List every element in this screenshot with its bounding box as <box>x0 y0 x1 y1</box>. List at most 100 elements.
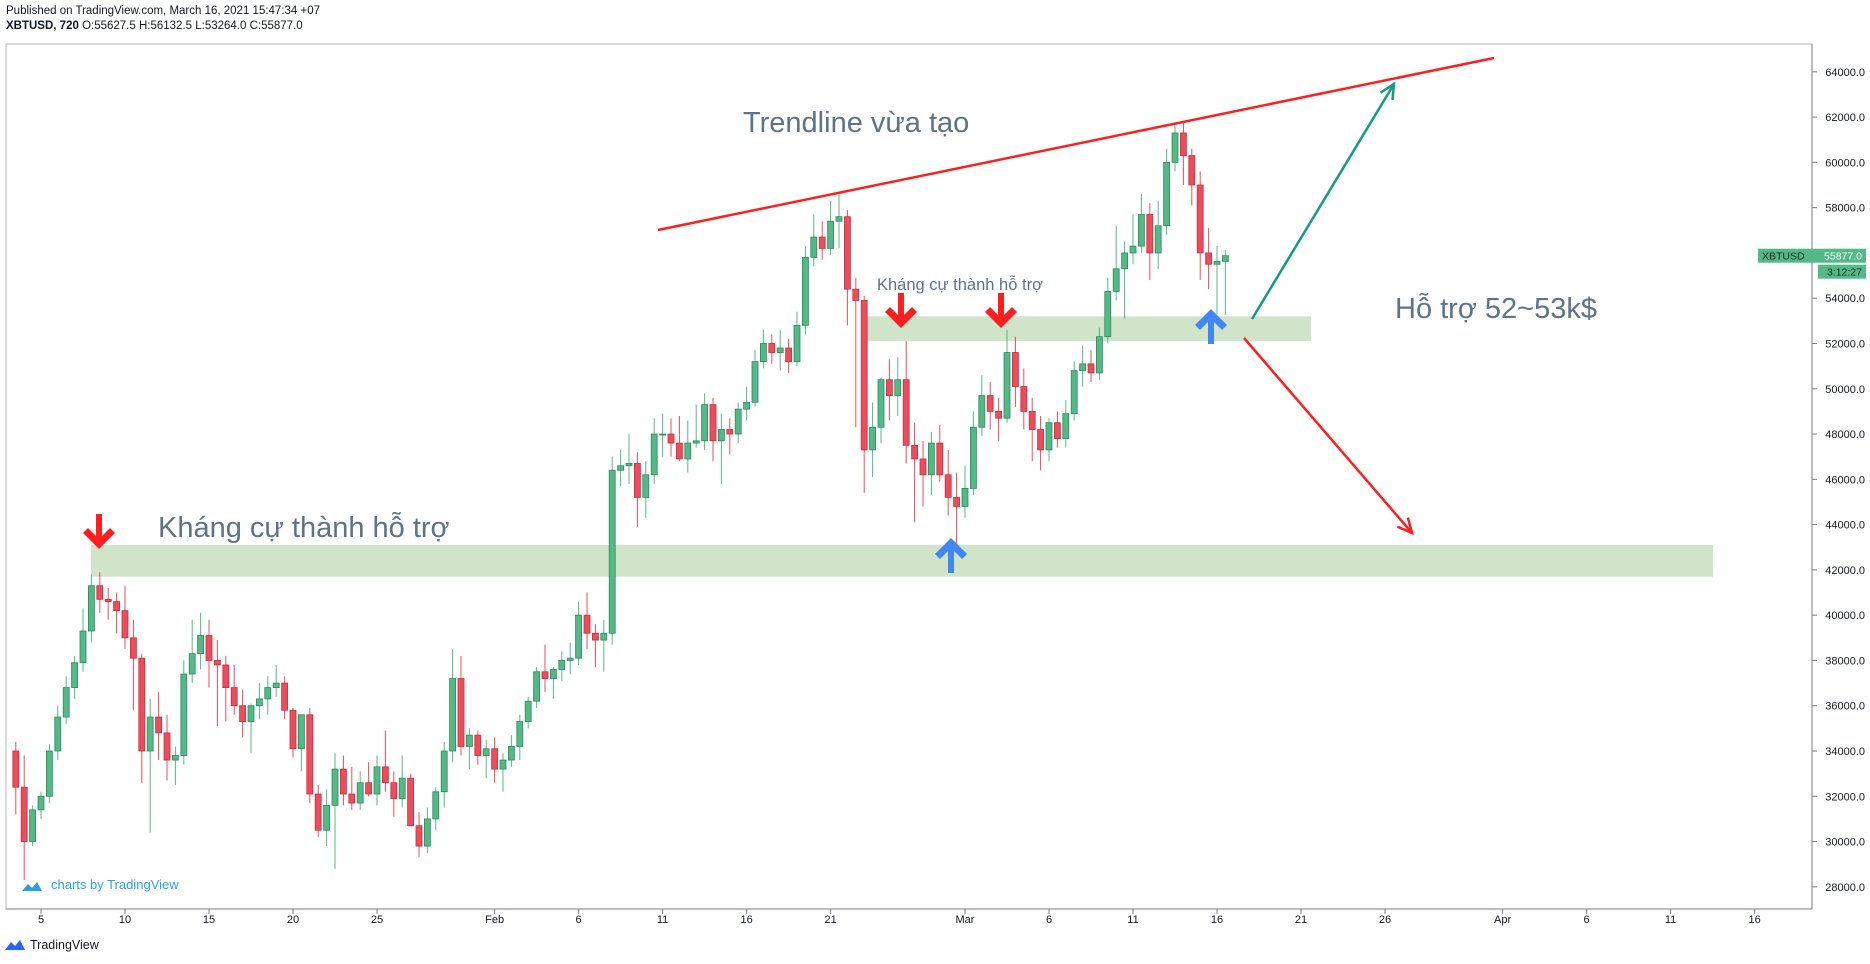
last-price-badge <box>1758 248 1866 263</box>
candle <box>255 683 263 720</box>
candle-body <box>29 809 37 842</box>
published-line: Published on TradingView.com, March 16, … <box>6 5 321 17</box>
resistance-down-arrow-icon[interactable] <box>83 514 115 549</box>
candle <box>339 755 347 806</box>
candle <box>818 221 826 260</box>
candle <box>356 771 364 810</box>
candle <box>113 592 120 634</box>
candle <box>373 755 381 806</box>
candle <box>743 386 750 421</box>
candle-body <box>902 379 910 446</box>
candle <box>54 705 62 761</box>
candle-body <box>474 734 482 756</box>
candle <box>684 420 692 473</box>
candle-body <box>1070 370 1078 415</box>
candle <box>953 472 960 548</box>
y-tick-label: 28000.0 <box>1825 882 1865 894</box>
candle-body <box>1205 252 1212 265</box>
zone-label-lower: Kháng cự thành hỗ trợ <box>158 511 450 544</box>
candle-body <box>356 782 364 804</box>
candle-body <box>768 343 776 353</box>
candle <box>1003 329 1011 423</box>
candle-body <box>634 463 641 498</box>
candle <box>995 397 1002 441</box>
candle-body <box>507 746 515 761</box>
candle <box>213 640 221 727</box>
plot-area-frame <box>5 43 1813 910</box>
candle <box>1180 121 1187 185</box>
x-tick-label: 20 <box>287 914 299 926</box>
candle <box>457 655 465 756</box>
candle <box>676 415 683 462</box>
bullish-projection-arrow-head <box>1379 81 1396 101</box>
support-zone-upper[interactable] <box>865 316 1311 342</box>
candle-body <box>642 474 650 498</box>
candle-body <box>188 653 196 675</box>
candle-body <box>566 657 574 661</box>
trendline[interactable] <box>657 56 1495 232</box>
candle <box>1154 200 1162 269</box>
candle-body <box>676 442 683 460</box>
candle-body <box>88 585 95 632</box>
resistance-down-arrow-icon[interactable] <box>985 293 1017 328</box>
candle-body <box>1196 184 1204 254</box>
candle-body <box>1020 386 1028 412</box>
chart-header: Published on TradingView.com, March 16, … <box>6 4 320 34</box>
candle-body <box>138 657 146 752</box>
candle <box>281 676 289 720</box>
candle <box>709 397 717 462</box>
candle-body <box>415 825 423 847</box>
candle <box>449 649 457 763</box>
candle <box>264 676 272 715</box>
candle <box>37 791 45 819</box>
candle-body <box>1138 214 1145 247</box>
y-tick-label: 38000.0 <box>1825 655 1865 667</box>
bearish-projection-arrow[interactable] <box>1243 337 1414 536</box>
x-tick-label: 25 <box>371 914 383 926</box>
candle-body <box>869 426 876 451</box>
x-tick-label: 15 <box>203 914 215 926</box>
candle <box>894 357 902 416</box>
candle-body <box>1079 363 1086 372</box>
candle-body <box>499 759 507 770</box>
candle-body <box>449 678 457 752</box>
candle-body <box>96 585 104 600</box>
candle-body <box>1045 422 1053 451</box>
candle-body <box>239 705 247 722</box>
bullish-projection-arrow-shaft <box>1250 83 1396 320</box>
candle-body <box>1028 410 1036 430</box>
candle <box>289 707 297 758</box>
candle <box>869 402 876 478</box>
x-tick-label: 11 <box>1127 914 1138 926</box>
candle <box>1213 246 1221 315</box>
candle-body <box>440 750 448 793</box>
bullish-projection-arrow[interactable] <box>1250 81 1396 320</box>
candle <box>222 655 230 722</box>
candle <box>146 698 154 833</box>
support-up-arrow-icon[interactable] <box>935 538 967 573</box>
tradingview-logo-icon <box>5 940 25 950</box>
candle <box>1037 415 1044 471</box>
candle-body <box>1188 155 1196 186</box>
x-tick-label: 11 <box>1665 914 1676 926</box>
candle <box>432 787 440 831</box>
candle-body <box>810 236 818 258</box>
resistance-down-arrow-icon[interactable] <box>885 293 917 328</box>
support-up-arrow-icon[interactable] <box>1195 309 1227 344</box>
candle <box>1121 241 1128 319</box>
candle <box>810 214 818 267</box>
candle-body <box>1180 132 1187 156</box>
x-tick-label: 11 <box>657 914 668 926</box>
candle-body <box>407 777 415 827</box>
candle <box>583 592 591 650</box>
candle <box>625 434 633 484</box>
candle-body <box>297 714 305 750</box>
candle <box>348 766 356 810</box>
candle <box>1138 194 1145 253</box>
trendline-label: Trendline vừa tạo <box>743 107 969 139</box>
candle-body <box>491 748 499 770</box>
support-zone-lower[interactable] <box>91 544 1713 577</box>
candle <box>936 424 944 482</box>
candle <box>835 194 843 249</box>
